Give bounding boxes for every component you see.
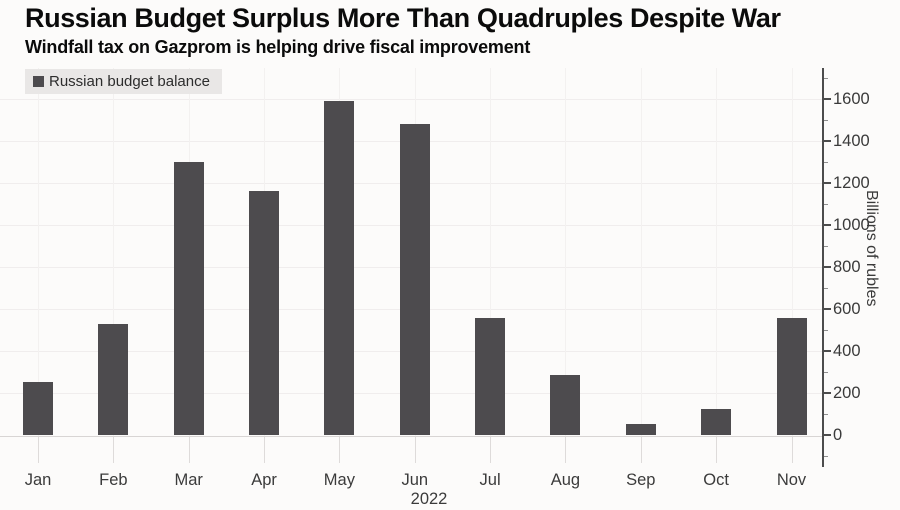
x-label-may: May <box>323 471 355 489</box>
bar-oct <box>701 409 731 435</box>
v-gridline-jul <box>490 68 491 436</box>
x-label-aug: Aug <box>550 471 581 489</box>
x-tick-jun <box>415 436 416 463</box>
y-minor-tick-1100 <box>824 204 828 205</box>
v-gridline-sep <box>641 68 642 436</box>
y-minor-tick-500 <box>824 330 828 331</box>
y-tick-label-1600: 1600 <box>833 90 870 108</box>
y-tick-label-1400: 1400 <box>833 132 870 150</box>
y-minor-tick-700 <box>824 288 828 289</box>
legend-label: Russian budget balance <box>49 73 210 90</box>
y-major-tick-200 <box>824 392 831 394</box>
y-tick-label-1000: 1000 <box>833 216 870 234</box>
y-minor-tick-1300 <box>824 162 828 163</box>
x-label-nov: Nov <box>776 471 807 489</box>
y-minor-tick-900 <box>824 246 828 247</box>
y-major-tick-600 <box>824 308 831 310</box>
v-gridline-jan <box>38 68 39 436</box>
legend-swatch-icon <box>33 76 44 87</box>
x-label-jul: Jul <box>479 471 501 489</box>
x-label-mar: Mar <box>174 471 203 489</box>
y-minor-tick-300 <box>824 372 828 373</box>
v-gridline-oct <box>716 68 717 436</box>
y-major-tick-1000 <box>824 224 831 226</box>
v-gridline-aug <box>565 68 566 436</box>
y-axis-line <box>822 68 824 467</box>
bar-sep <box>626 424 656 435</box>
x-tick-jul <box>490 436 491 463</box>
bar-jan <box>23 382 53 435</box>
v-gridline-feb <box>113 68 114 436</box>
y-axis-title: Billions of rubles <box>863 190 880 307</box>
x-label-jan: Jan <box>24 471 52 489</box>
x-label-sep: Sep <box>626 471 656 489</box>
bar-aug <box>550 375 580 435</box>
y-major-tick-800 <box>824 266 831 268</box>
h-gridline-1600 <box>0 99 822 100</box>
chart-subtitle: Windfall tax on Gazprom is helping drive… <box>25 37 531 57</box>
y-major-tick-0 <box>824 434 831 436</box>
y-tick-label-200: 200 <box>833 384 861 402</box>
x-axis-year-label: 2022 <box>410 490 448 508</box>
x-tick-apr <box>264 436 265 463</box>
legend: Russian budget balance <box>25 69 222 94</box>
x-tick-aug <box>565 436 566 463</box>
bar-nov <box>777 318 807 435</box>
bar-feb <box>98 324 128 435</box>
x-tick-oct <box>716 436 717 463</box>
y-minor-tick-1700 <box>824 78 828 79</box>
bar-mar <box>174 162 204 435</box>
x-tick-mar <box>189 436 190 463</box>
y-tick-label-400: 400 <box>833 342 861 360</box>
x-tick-feb <box>113 436 114 463</box>
x-tick-may <box>339 436 340 463</box>
y-minor-tick--100 <box>824 456 828 457</box>
x-label-jun: Jun <box>401 471 429 489</box>
x-tick-sep <box>641 436 642 463</box>
y-major-tick-400 <box>824 350 831 352</box>
x-tick-jan <box>38 436 39 463</box>
y-minor-tick-100 <box>824 414 828 415</box>
y-major-tick-1600 <box>824 98 831 100</box>
y-tick-label-1200: 1200 <box>833 174 870 192</box>
y-tick-label-600: 600 <box>833 300 861 318</box>
bar-may <box>324 101 354 435</box>
x-label-oct: Oct <box>703 471 729 489</box>
x-tick-nov <box>792 436 793 463</box>
x-axis-line <box>0 436 822 437</box>
x-label-feb: Feb <box>99 471 128 489</box>
y-major-tick-1400 <box>824 140 831 142</box>
bar-apr <box>249 191 279 435</box>
bar-jul <box>475 318 505 435</box>
x-label-apr: Apr <box>251 471 277 489</box>
chart-title: Russian Budget Surplus More Than Quadrup… <box>25 3 781 33</box>
y-minor-tick-1500 <box>824 120 828 121</box>
y-tick-label-0: 0 <box>833 426 843 444</box>
y-tick-label-800: 800 <box>833 258 861 276</box>
bar-jun <box>400 124 430 435</box>
v-gridline-nov <box>792 68 793 436</box>
y-major-tick-1200 <box>824 182 831 184</box>
